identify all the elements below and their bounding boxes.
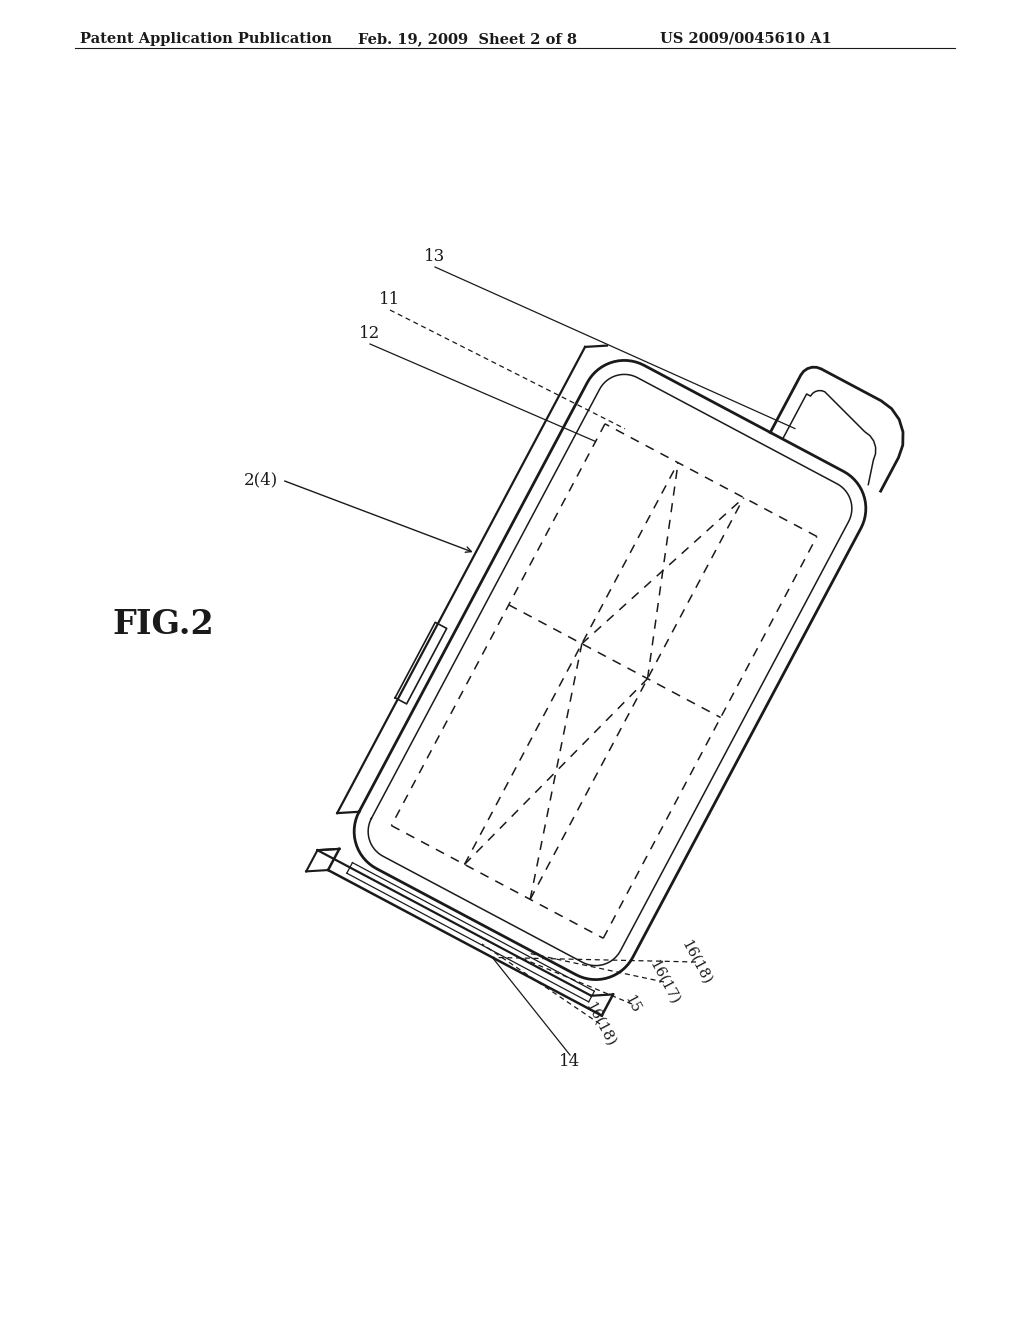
Text: US 2009/0045610 A1: US 2009/0045610 A1 [660, 32, 831, 46]
Text: 11: 11 [379, 290, 400, 308]
Text: 15: 15 [622, 993, 642, 1015]
Text: Patent Application Publication: Patent Application Publication [80, 32, 332, 46]
Text: 14: 14 [559, 1053, 581, 1071]
Text: FIG.2: FIG.2 [112, 609, 214, 642]
Text: 16(18): 16(18) [583, 999, 617, 1048]
Text: 16(17): 16(17) [646, 957, 682, 1007]
Text: 12: 12 [359, 325, 381, 342]
Text: 2(4): 2(4) [244, 471, 278, 488]
Text: Feb. 19, 2009  Sheet 2 of 8: Feb. 19, 2009 Sheet 2 of 8 [358, 32, 577, 46]
Text: 13: 13 [424, 248, 445, 265]
Text: 16(18): 16(18) [679, 937, 714, 986]
